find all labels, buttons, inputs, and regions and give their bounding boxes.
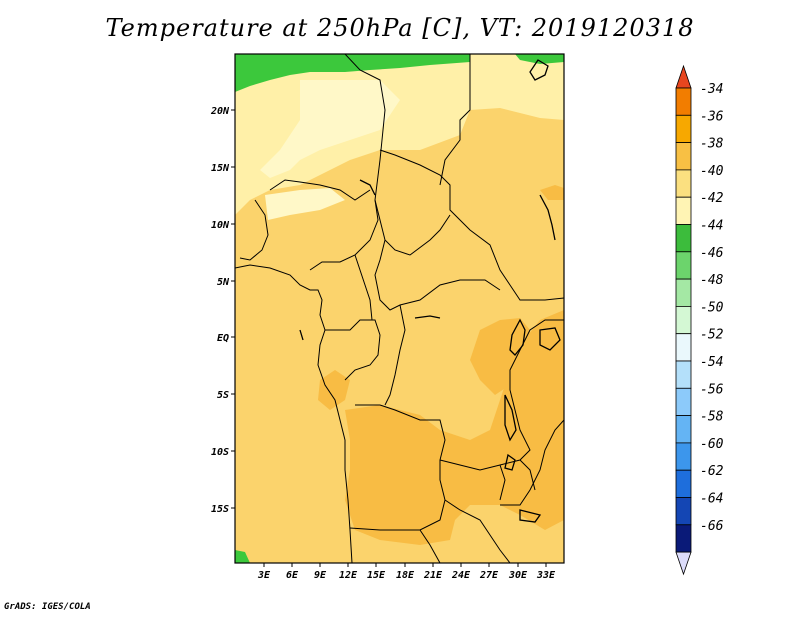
colorbar-label: -50	[700, 300, 724, 315]
colorbar	[675, 64, 692, 576]
country-borders	[235, 54, 564, 563]
lat-label: 5N	[217, 277, 230, 288]
lat-label: 5S	[217, 390, 229, 401]
colorbar-swatch	[675, 142, 692, 171]
colorbar-swatch	[675, 360, 692, 389]
colorbar-label: -66	[700, 519, 724, 534]
colorbar-label: -60	[700, 437, 724, 452]
colorbar-swatch	[675, 196, 692, 225]
temperature-field-green-top	[235, 54, 470, 92]
lat-label: 10N	[211, 220, 230, 231]
lon-label: 30E	[508, 570, 528, 581]
colorbar-swatch	[675, 87, 692, 116]
colorbar-label: -40	[700, 164, 724, 179]
lat-ticks	[231, 109, 235, 509]
lon-label: 18E	[396, 570, 415, 581]
temperature-field-warm-east	[470, 318, 530, 395]
lon-label: 3E	[257, 570, 271, 581]
lat-label: 10S	[211, 447, 229, 458]
temperature-field-warm-south	[345, 310, 564, 545]
lat-label: 15S	[211, 504, 229, 515]
lon-label: 21E	[423, 570, 443, 581]
colorbar-label: -52	[700, 328, 724, 343]
lat-label: 20N	[210, 106, 230, 117]
colorbar-label: -54	[700, 355, 723, 370]
lon-ticks	[263, 563, 547, 567]
colorbar-label: -58	[700, 410, 724, 425]
temperature-field-north-pale	[260, 80, 400, 178]
lat-tick-labels: 20N 15N 10N 5N EQ 5S 10S 15S	[210, 106, 230, 515]
lon-label: 15E	[367, 570, 386, 581]
colorbar-label: -44	[700, 219, 723, 234]
lon-label: 9E	[314, 570, 327, 581]
colorbar-label: -48	[700, 273, 724, 288]
lon-tick-labels: 3E 6E 9E 12E 15E 18E 21E 24E 27E 30E 33E	[257, 570, 556, 581]
colorbar-swatch	[675, 251, 692, 280]
colorbar-bottom-arrow	[675, 551, 692, 576]
colorbar-swatch	[675, 169, 692, 198]
colorbar-swatch	[675, 524, 692, 553]
colorbar-label: -42	[700, 191, 724, 206]
colorbar-label: -56	[700, 382, 724, 397]
temperature-field-green-bottom	[235, 550, 250, 563]
map-title: Temperature at 250hPa [C], VT: 201912031…	[105, 14, 695, 42]
colorbar-top-arrow	[675, 64, 692, 89]
lon-label: 33E	[536, 570, 556, 581]
lat-label: 15N	[211, 163, 230, 174]
colorbar-swatch	[675, 415, 692, 444]
colorbar-swatch	[675, 497, 692, 526]
lon-label: 6E	[286, 570, 299, 581]
colorbar-swatch	[675, 114, 692, 144]
grads-credit: GrADS: IGES/COLA	[4, 602, 91, 612]
temperature-field-warm-west	[318, 370, 350, 410]
temperature-field-warm-east-2	[540, 185, 564, 200]
colorbar-label: -36	[700, 109, 724, 124]
lon-label: 12E	[339, 570, 358, 581]
lon-label: 24E	[451, 570, 471, 581]
colorbar-swatch	[675, 278, 692, 307]
colorbar-label: -34	[700, 82, 723, 97]
colorbar-label: -64	[700, 492, 723, 507]
colorbar-swatch	[675, 469, 692, 498]
lat-label: EQ	[217, 333, 229, 344]
temperature-field-north-pale-2	[265, 188, 345, 220]
map-panel	[234, 53, 565, 564]
lon-label: 27E	[479, 570, 499, 581]
lakes-and-coast-details	[299, 59, 561, 523]
colorbar-swatch	[675, 224, 692, 253]
colorbar-swatch	[675, 442, 692, 471]
colorbar-swatch	[675, 305, 692, 335]
map-frame	[234, 53, 565, 564]
colorbar-label: -38	[700, 137, 724, 152]
colorbar-swatch	[675, 387, 692, 416]
colorbar-swatch	[675, 333, 692, 362]
colorbar-label: -62	[700, 464, 724, 479]
colorbar-labels: -34 -36 -38 -40 -42 -44 -46 -48 -50 -52 -54 -56 -58 -…	[700, 82, 724, 534]
colorbar-label: -46	[700, 246, 724, 261]
temperature-field-green-top-right	[515, 54, 564, 64]
